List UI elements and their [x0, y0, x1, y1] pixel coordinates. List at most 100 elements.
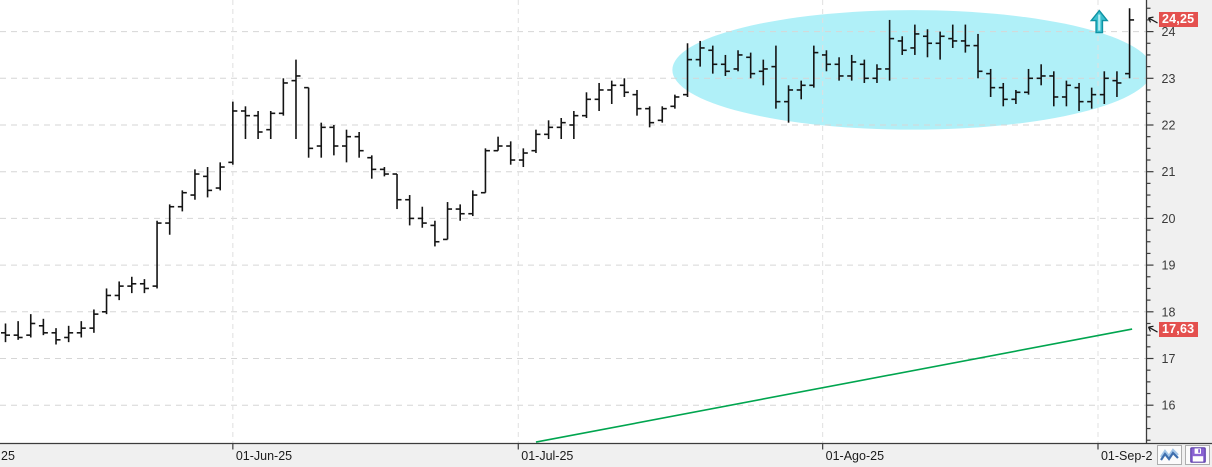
ohlc-bar [392, 173, 402, 210]
y-axis-label: 16 [1162, 399, 1176, 413]
ohlc-bars [1, 8, 1135, 345]
ohlc-bar [594, 82, 604, 111]
ohlc-bar [556, 117, 566, 140]
ohlc-bar [948, 24, 958, 48]
ohlc-bar [493, 136, 503, 152]
ohlc-bar [1049, 71, 1059, 107]
ohlc-bar [342, 129, 352, 163]
ohlc-bar [872, 64, 882, 83]
ohlc-bar [910, 24, 920, 55]
price-pointer-arrow-icon [1147, 16, 1158, 24]
ohlc-bar [1099, 71, 1109, 104]
ohlc-bar [215, 162, 225, 191]
ohlc-bar [1074, 82, 1084, 111]
ohlc-bar [203, 167, 213, 198]
ohlc-bar [518, 148, 528, 168]
ohlc-bar [897, 36, 907, 55]
last-price-tag-value: 24,25 [1162, 12, 1195, 27]
ohlc-bar [64, 325, 74, 343]
time-axis: 25 01-Jun-25 01-Jul-25 01-Ago-25 01-Sep-2 [0, 442, 1212, 467]
ohlc-bar [455, 204, 465, 221]
ohlc-bar [38, 318, 48, 336]
gridlines [0, 0, 1147, 444]
ohlc-bar [127, 276, 137, 294]
ohlc-bar [544, 120, 554, 140]
ohlc-bar [379, 167, 389, 177]
ohlc-bar [266, 110, 276, 140]
buy-signal-arrow-highlight [1098, 14, 1101, 31]
save-chart-button[interactable] [1185, 445, 1210, 465]
ohlc-bar [670, 94, 680, 109]
ohlc-bar [253, 110, 263, 140]
ohlc-bar [771, 45, 781, 109]
ohlc-bar [443, 202, 453, 241]
ohlc-bar [796, 80, 806, 100]
ohlc-bar [1112, 71, 1122, 97]
ohlc-bar [240, 106, 250, 140]
x-axis-label: 25 [1, 449, 15, 463]
ohlc-bar [581, 92, 591, 118]
ohlc-bar [683, 43, 693, 97]
ohlc-bar [1087, 87, 1097, 109]
ohlc-bar [708, 45, 718, 74]
highlight-ellipse [672, 10, 1153, 130]
ohlc-bar [821, 50, 831, 72]
ohlc-bar [922, 29, 932, 58]
y-axis-label: 19 [1162, 259, 1176, 273]
ohlc-bar [1024, 68, 1034, 95]
ohlc-bar [569, 110, 579, 140]
ohlc-bar [114, 281, 124, 301]
ohlc-bar [935, 31, 945, 60]
ohlc-bar [354, 132, 364, 158]
ohlc-bar [758, 59, 768, 86]
ohlc-bar [89, 309, 99, 333]
ohlc-bar [834, 57, 844, 81]
ohlc-bar [531, 129, 541, 154]
ohlc-bar [51, 328, 61, 345]
y-axis-label: 21 [1162, 165, 1176, 179]
ohlc-bar [809, 45, 819, 88]
trendline-price-tag: 17,63 [1159, 321, 1199, 337]
x-axis-label: 01-Jul-25 [521, 449, 573, 463]
ohlc-bar [1061, 80, 1071, 107]
ohlc-bar [430, 220, 440, 247]
last-price-tag: 24,25 [1159, 12, 1199, 28]
ohlc-bar [152, 220, 162, 289]
trend-line [535, 328, 1133, 443]
ohlc-bar [1011, 89, 1021, 104]
x-axis-label: 01-Jun-25 [236, 449, 292, 463]
ohlc-bar [1125, 8, 1135, 79]
ohlc-bar [784, 85, 794, 123]
ohlc-bar [102, 288, 112, 315]
trendline-price-tag-value: 17,63 [1162, 321, 1195, 336]
ohlc-bar [329, 125, 339, 156]
ohlc-bar [304, 86, 314, 158]
zigzag-icon [1160, 447, 1179, 461]
y-axis-label: 24 [1162, 25, 1176, 39]
statusbar-corner [1157, 445, 1210, 465]
ohlc-bar [316, 122, 326, 158]
ohlc-bar [632, 89, 642, 116]
y-axis-label: 22 [1162, 119, 1176, 133]
ohlc-bar [26, 314, 36, 338]
ohlc-bar [506, 141, 516, 165]
ohlc-bar [746, 52, 756, 79]
ohlc-bar [859, 59, 869, 83]
ohlc-bar [367, 155, 377, 179]
ohlc-bar [847, 54, 857, 81]
price-pointer-arrow-icon [1147, 325, 1158, 333]
y-axis-label: 17 [1162, 352, 1176, 366]
price-axis-strip [1146, 0, 1212, 467]
ohlc-bar [695, 40, 705, 67]
ohlc-bar [417, 206, 427, 228]
zigzag-indicator-button[interactable] [1157, 445, 1182, 465]
ohlc-bar [960, 24, 970, 53]
ohlc-bar [1, 323, 10, 343]
ohlc-bar [405, 195, 415, 226]
ohlc-bar [480, 148, 490, 194]
ohlc-bar [228, 101, 238, 165]
x-axis-label: 01-Sep-2 [1101, 449, 1152, 463]
ohlc-bar [998, 82, 1008, 107]
